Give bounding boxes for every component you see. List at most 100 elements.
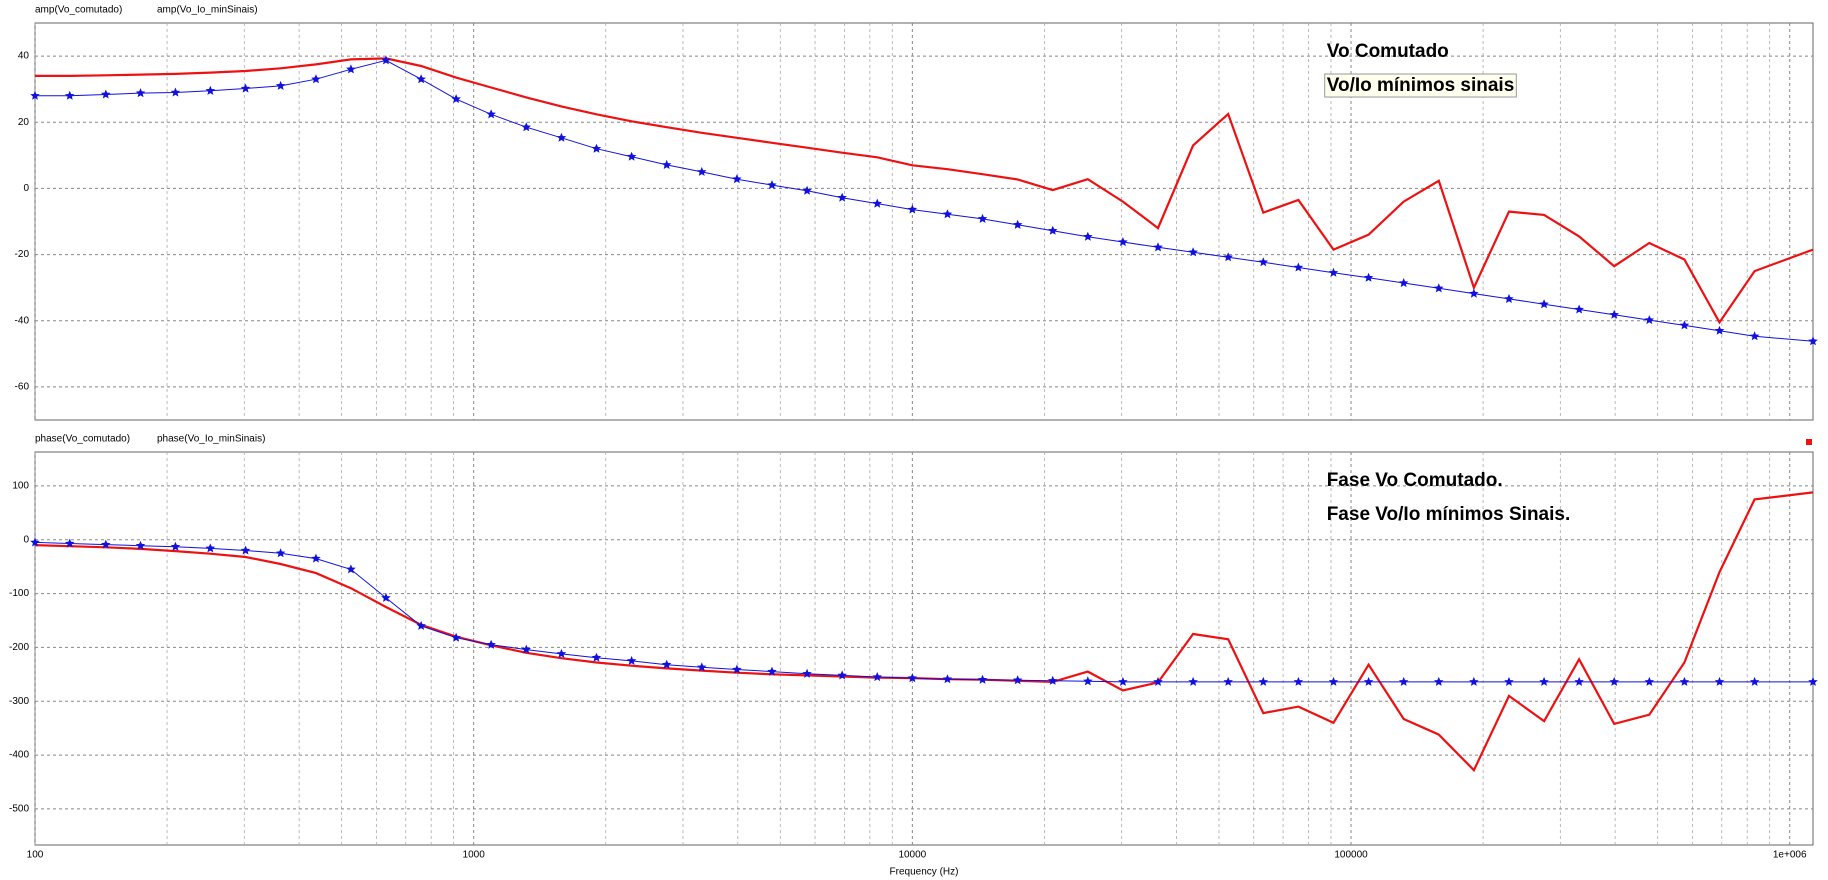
data-point <box>311 553 321 563</box>
data-point <box>101 89 111 99</box>
data-point <box>101 539 111 549</box>
data-point <box>1434 676 1444 686</box>
annotation: Vo Comutado <box>1327 41 1449 62</box>
data-point <box>240 83 251 93</box>
data-point <box>942 209 953 219</box>
data-point <box>872 672 882 682</box>
data-point <box>451 94 461 104</box>
data-point <box>1012 675 1023 685</box>
plot-area <box>34 451 1814 846</box>
data-point <box>1223 252 1233 262</box>
y-tick-label: -300 <box>9 696 29 707</box>
data-point <box>767 180 777 190</box>
data-point <box>1363 676 1374 686</box>
data-point <box>205 85 216 95</box>
data-point <box>837 670 847 680</box>
y-tick-label: -100 <box>9 588 29 599</box>
data-point <box>661 659 672 669</box>
plot-area <box>34 22 1814 421</box>
data-point <box>135 88 146 98</box>
data-point <box>1188 676 1198 686</box>
data-point <box>556 648 567 658</box>
data-point <box>1714 325 1725 335</box>
data-point <box>1398 676 1409 686</box>
data-point <box>626 655 637 665</box>
data-point <box>1363 272 1374 282</box>
y-tick-label: 0 <box>23 534 29 545</box>
data-point <box>1714 676 1725 686</box>
data-point <box>767 666 777 676</box>
data-point <box>732 664 742 674</box>
data-point <box>486 109 496 119</box>
x-tick-label: 10000 <box>898 850 926 861</box>
data-point <box>30 90 40 100</box>
data-point <box>1188 247 1198 257</box>
data-point <box>1328 267 1339 277</box>
data-point <box>170 541 181 551</box>
data-point <box>170 87 181 97</box>
data-point <box>1539 676 1549 686</box>
y-tick-label: 100 <box>12 481 29 492</box>
data-point <box>275 548 286 558</box>
data-point <box>1574 304 1584 314</box>
annotation: Fase Vo Comutado. <box>1327 470 1503 491</box>
y-tick-label: -400 <box>9 750 29 761</box>
data-point <box>30 537 40 547</box>
data-point <box>1574 676 1584 686</box>
data-point <box>416 620 426 630</box>
data-point <box>1293 676 1304 686</box>
data-point <box>556 132 567 142</box>
data-point <box>346 64 356 74</box>
data-point <box>1153 242 1163 252</box>
data-point <box>1012 219 1023 229</box>
y-tick-label: -500 <box>9 804 29 815</box>
data-point <box>1223 676 1233 686</box>
y-tick-label: -40 <box>15 315 30 326</box>
data-point <box>1434 283 1444 293</box>
data-point <box>837 192 847 202</box>
legend-entry: phase(Vo_Io_minSinais) <box>157 434 265 445</box>
data-point <box>135 540 146 550</box>
legend-entry: amp(Vo_comutado) <box>35 5 122 16</box>
data-point <box>802 185 812 195</box>
data-point <box>626 151 637 161</box>
y-tick-label: 40 <box>18 51 30 62</box>
data-point <box>661 159 672 169</box>
data-point <box>1048 225 1058 235</box>
data-point <box>1083 231 1093 241</box>
data-point <box>1609 676 1619 686</box>
x-axis-label: Frequency (Hz) <box>890 867 959 878</box>
data-point <box>1469 288 1479 298</box>
data-point <box>1504 676 1514 686</box>
data-point <box>416 74 426 84</box>
data-point <box>381 55 391 65</box>
data-point <box>942 674 953 684</box>
data-point <box>521 122 531 132</box>
data-point <box>65 90 75 100</box>
y-tick-label: -200 <box>9 642 29 653</box>
data-point <box>1118 676 1128 686</box>
x-tick-label: 1e+006 <box>1773 850 1807 861</box>
data-point <box>1398 278 1409 288</box>
data-point <box>1048 675 1058 685</box>
data-point <box>1258 676 1269 686</box>
data-point <box>1808 336 1818 346</box>
y-tick-label: 20 <box>18 117 30 128</box>
data-point <box>907 673 918 683</box>
data-point <box>1328 676 1339 686</box>
data-point <box>697 662 707 672</box>
data-point <box>1749 676 1760 686</box>
data-point <box>591 652 602 662</box>
data-point <box>521 644 531 654</box>
y-tick-label: -60 <box>15 382 30 393</box>
data-point <box>1083 676 1093 686</box>
x-tick-label: 100 <box>27 850 44 861</box>
data-point <box>732 174 742 184</box>
marker-indicator <box>1806 439 1812 445</box>
legend-entry: phase(Vo_comutado) <box>35 434 130 445</box>
data-point <box>311 74 321 84</box>
data-point <box>1293 262 1304 272</box>
data-point <box>486 639 496 649</box>
data-point <box>1118 237 1128 247</box>
